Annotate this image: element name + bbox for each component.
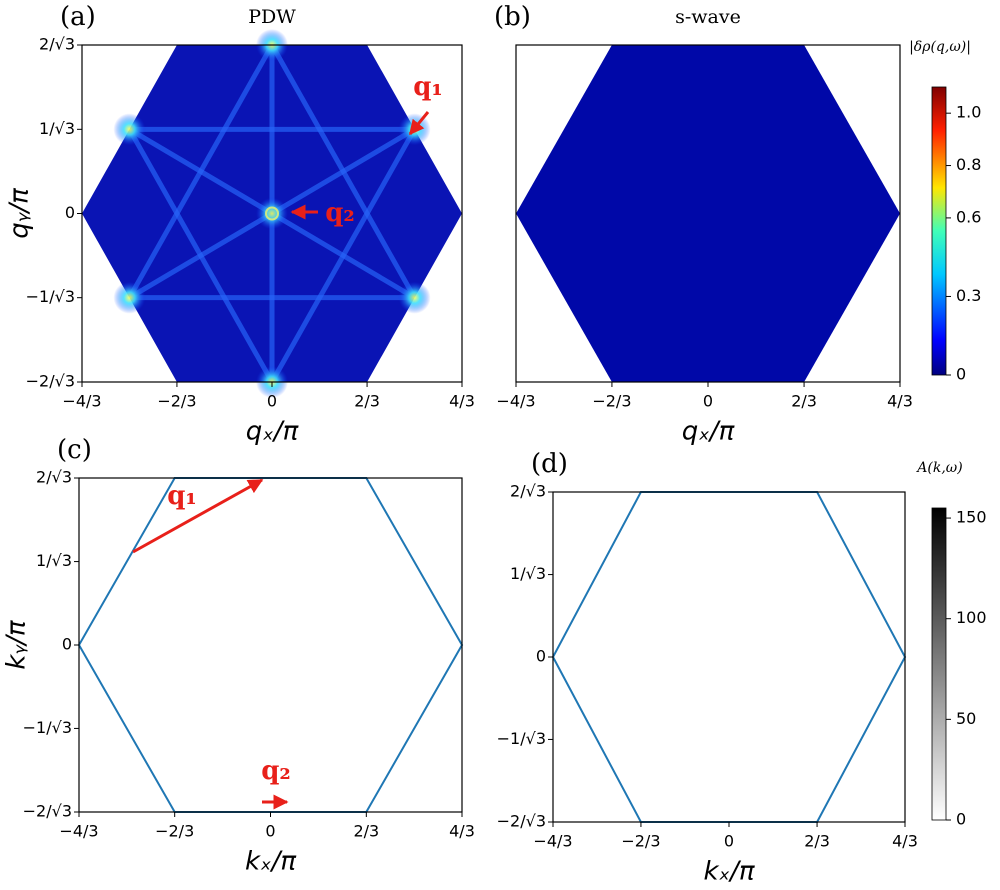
x-axis-label: qₓ/π: [246, 417, 299, 447]
y-tick-label: 1/√3: [39, 119, 75, 138]
y-tick-label: 2/√3: [510, 482, 546, 501]
zone-boundary: [552, 491, 907, 823]
y-tick-label: 2/√3: [39, 35, 75, 54]
annotation-arrow: [408, 111, 430, 136]
colorbar: [931, 507, 947, 821]
y-tick-label: −1/√3: [23, 718, 72, 737]
x-tick-label: −4/3: [496, 392, 535, 411]
annotation: q₂: [261, 756, 291, 786]
colorbar-tick-label: 0: [956, 365, 966, 384]
panel-title: s-wave: [675, 6, 741, 28]
x-tick-label: −2/3: [157, 392, 196, 411]
panel-label: (b): [494, 2, 531, 32]
x-tick-label: 0: [267, 392, 277, 411]
colorbar-tick-label: 100: [956, 608, 987, 627]
colorbar-tick-label: 0.6: [956, 207, 981, 226]
y-tick-label: −2/√3: [26, 372, 75, 391]
y-tick-label: −1/√3: [497, 729, 546, 748]
frame: [552, 491, 906, 823]
x-tick-label: −4/3: [62, 392, 101, 411]
y-tick-label: −2/√3: [23, 802, 72, 821]
x-tick-label: −2/3: [621, 832, 660, 851]
x-tick-label: 2/3: [354, 392, 380, 411]
colorbar-label: |δρ(q,ω)|: [909, 39, 971, 55]
y-tick-label: 1/√3: [36, 551, 72, 570]
y-axis-label: qᵧ/π: [5, 188, 35, 239]
x-tick-label: 0: [724, 832, 734, 851]
y-tick-label: −1/√3: [26, 287, 75, 306]
x-tick-label: −4/3: [59, 822, 98, 841]
panel-label: (d): [531, 449, 568, 479]
hot-spot: [398, 281, 431, 314]
y-tick-label: 2/√3: [36, 468, 72, 487]
hot-spot: [113, 113, 146, 146]
colorbar-label: A(k,ω): [915, 460, 962, 476]
annotation: q₁: [413, 72, 443, 102]
colorbar-tick-label: 0.8: [956, 155, 981, 174]
x-tick-label: −4/3: [533, 832, 572, 851]
heatmap-zone: [516, 45, 900, 382]
annotation-arrow: [132, 478, 264, 554]
x-tick-label: 0: [703, 392, 713, 411]
y-axis-label: kᵧ/π: [2, 620, 32, 670]
x-tick-label: 2/3: [804, 832, 830, 851]
x-tick-label: 0: [265, 822, 275, 841]
y-tick-label: 1/√3: [510, 564, 546, 583]
hot-spot: [113, 281, 146, 314]
x-tick-label: −2/3: [155, 822, 194, 841]
colorbar-tick-label: 150: [956, 508, 987, 527]
x-tick-label: 2/3: [791, 392, 817, 411]
annotation: q₂: [325, 198, 355, 228]
y-tick-label: 0: [65, 203, 75, 222]
x-tick-label: 4/3: [892, 832, 918, 851]
y-tick-label: 0: [536, 647, 546, 666]
colorbar-tick-label: 0.3: [956, 286, 981, 305]
x-axis-label: kₓ/π: [245, 847, 296, 877]
panel-label: (c): [57, 435, 92, 465]
x-tick-label: −2/3: [592, 392, 631, 411]
panel-label: (a): [60, 2, 96, 32]
panel-title: PDW: [248, 6, 296, 28]
center-ring: [265, 206, 279, 221]
x-tick-label: 2/3: [353, 822, 379, 841]
y-tick-label: 0: [62, 635, 72, 654]
colorbar-tick-label: 1.0: [956, 103, 981, 122]
x-axis-label: qₓ/π: [682, 417, 735, 447]
x-tick-label: 4/3: [449, 392, 475, 411]
x-tick-label: 4/3: [449, 822, 475, 841]
colorbar: [931, 86, 947, 376]
y-tick-label: −2/√3: [497, 812, 546, 831]
hot-spot: [256, 197, 288, 230]
annotation: q₁: [167, 481, 197, 511]
x-tick-label: 4/3: [887, 392, 913, 411]
x-axis-label: kₓ/π: [703, 857, 754, 887]
colorbar-tick-label: 0: [956, 810, 966, 829]
colorbar-tick-label: 50: [956, 709, 976, 728]
